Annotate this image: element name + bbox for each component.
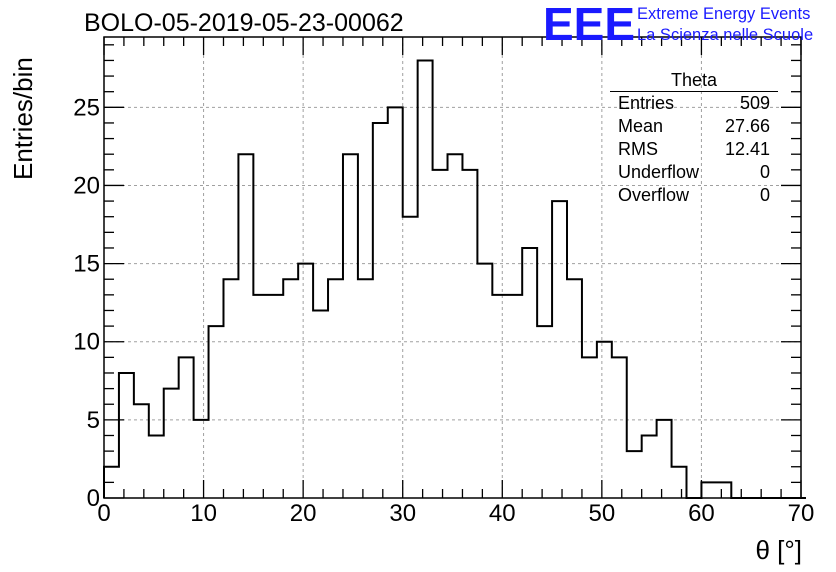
x-tick-label: 60 [688, 500, 715, 527]
histogram-bin [194, 420, 209, 498]
histogram-bin [597, 342, 612, 498]
x-tick-label: 50 [589, 500, 616, 527]
histogram-bin [507, 295, 522, 498]
x-tick-label: 70 [788, 500, 815, 527]
logo-line-1: Extreme Energy Events [637, 5, 811, 23]
axis-ticks [103, 37, 802, 499]
stats-value: 27.66 [724, 116, 770, 136]
histogram-bin [328, 279, 343, 498]
histogram-bin [119, 373, 134, 498]
stats-value: 0 [759, 162, 770, 182]
x-tick-label: 10 [190, 500, 217, 527]
stats-box: Theta Entries 509 Mean 27.66 RMS 12.41 U… [610, 70, 778, 207]
histogram-bin [179, 357, 194, 498]
histogram-bin [627, 451, 642, 498]
y-tick-label: 15 [73, 251, 100, 278]
histogram-bin [298, 264, 313, 498]
x-tick-label: 20 [290, 500, 317, 527]
y-tick-label: 0 [87, 485, 100, 512]
stats-value: 12.41 [724, 139, 770, 159]
y-tick-label: 20 [73, 172, 100, 199]
y-tick-label: 25 [73, 94, 100, 121]
histogram-bin [388, 107, 403, 498]
stats-value: 0 [759, 185, 770, 205]
eee-logo-text: Extreme Energy Events La Scienza nelle S… [637, 4, 813, 46]
grid-lines [104, 37, 801, 498]
histogram-step-line [103, 59, 806, 499]
stats-value: 509 [739, 93, 770, 113]
histogram-bin [701, 482, 716, 498]
histogram-bin [672, 467, 687, 498]
histogram-bin [164, 389, 179, 498]
eee-logo: EEE [543, 0, 636, 50]
histogram-bin [582, 357, 597, 498]
histogram-bin [238, 154, 253, 498]
stats-label: Underflow [618, 162, 700, 182]
stats-row-entries: Entries 509 [610, 92, 778, 115]
histogram-bin [657, 420, 672, 498]
histogram-bin [343, 154, 358, 498]
histogram-bin [223, 279, 238, 498]
histogram-bin [149, 435, 164, 498]
histogram-bin [552, 201, 567, 498]
stats-title: Theta [610, 70, 778, 92]
histogram-bin [283, 279, 298, 498]
histogram-bin [313, 310, 328, 498]
logo-line-2: La Scienza nelle Scuole [637, 26, 814, 44]
stats-label: RMS [618, 139, 658, 159]
histogram-bin [253, 295, 268, 498]
histogram-bin [134, 404, 149, 498]
stats-row-underflow: Underflow 0 [610, 161, 778, 184]
histogram-bin [492, 295, 507, 498]
histogram-series [103, 59, 806, 499]
histogram-bin [642, 435, 657, 498]
histogram-bin [567, 279, 582, 498]
histogram-bin [477, 264, 492, 498]
x-tick-label: 0 [97, 500, 110, 527]
plot-frame [103, 36, 802, 499]
histogram-bin [418, 60, 433, 498]
histogram-bin [373, 123, 388, 498]
histogram-bin [537, 326, 552, 498]
stats-label: Entries [618, 93, 675, 113]
stats-row-rms: RMS 12.41 [610, 138, 778, 161]
histogram-bin [104, 467, 119, 498]
histogram-bin [448, 154, 463, 498]
x-axis-label: θ [°] [755, 535, 802, 565]
stats-label: Mean [618, 116, 664, 136]
y-tick-label: 5 [87, 407, 100, 434]
histogram-bin [522, 248, 537, 498]
x-tick-label: 30 [389, 500, 416, 527]
histogram-bin [462, 170, 477, 498]
y-tick-label: 10 [73, 329, 100, 356]
stats-row-overflow: Overflow 0 [610, 184, 778, 207]
histogram-bin [358, 279, 373, 498]
stats-label: Overflow [618, 185, 690, 205]
x-tick-label: 40 [489, 500, 516, 527]
y-axis-label: Entries/bin [8, 57, 38, 180]
histogram-bin [209, 326, 224, 498]
chart-title: BOLO-05-2019-05-23-00062 [84, 9, 404, 37]
stats-row-mean: Mean 27.66 [610, 115, 778, 138]
histogram-bin [716, 482, 731, 498]
tick-labels: 0 10 20 30 40 50 60 70 0 5 10 15 20 25 [73, 94, 814, 527]
histogram-bin [268, 295, 283, 498]
histogram-bin [403, 217, 418, 498]
histogram-bin [433, 170, 448, 498]
histogram-bin [612, 357, 627, 498]
